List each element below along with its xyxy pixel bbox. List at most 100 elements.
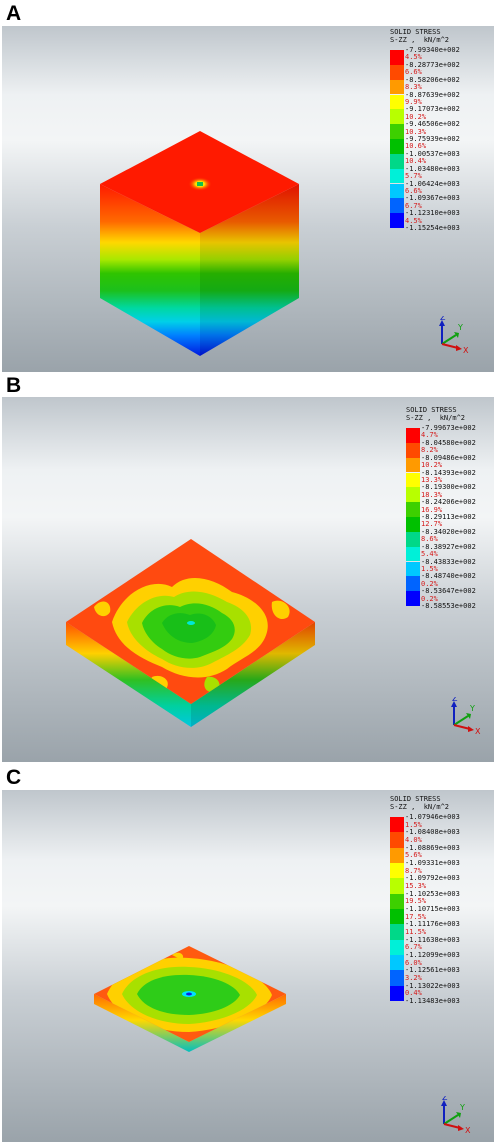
legend-tick-label: -1.08408e+003 <box>405 828 460 837</box>
legend-b: SOLID STRESS S-ZZ , kN/m^2 4.7% 8.2% 10.2%… <box>406 406 494 610</box>
legend-title: SOLID STRESS <box>390 28 441 36</box>
legend-percent: 5.6% <box>405 851 422 860</box>
legend-tick-label: -1.00537e+003 <box>405 149 460 158</box>
legend-percent: 1.5% <box>405 820 422 829</box>
legend-tick-label: -1.07946e+003 <box>405 813 460 821</box>
legend-tick-label: -1.12099e+003 <box>405 951 460 959</box>
legend-swatch <box>390 64 404 80</box>
legend-tick-label: -1.10253e+003 <box>405 889 460 898</box>
legend-tick-label: -8.87639e+002 <box>405 90 460 99</box>
legend-tick-label: -1.15254e+003 <box>405 224 460 232</box>
axis-z-label: Z <box>440 316 446 322</box>
axis-triad-a: Z Y X <box>439 316 469 355</box>
legend-percent: 0.2% <box>421 594 438 603</box>
legend-swatch <box>390 909 404 925</box>
legend-percent: 6.7% <box>405 201 422 210</box>
legend-swatch <box>390 213 404 228</box>
legend-tick-label: -1.09367e+003 <box>405 194 460 203</box>
legend-swatch <box>406 502 420 517</box>
legend-percent: 3.2% <box>405 974 422 982</box>
legend-swatch <box>390 924 404 940</box>
legend-tick-label: -1.13022e+003 <box>405 981 460 990</box>
legend-tick-label: -8.34020e+002 <box>421 527 476 536</box>
legend-tick-label: -1.13483e+003 <box>405 997 460 1005</box>
legend-percent: 1.5% <box>421 564 438 573</box>
legend-units: S-ZZ , kN/m^2 <box>390 36 450 44</box>
cube-right-face <box>200 184 299 356</box>
legend-swatch <box>390 79 404 95</box>
axis-x-label: X <box>463 346 469 355</box>
legend-percent: 18.3% <box>421 490 443 499</box>
legend-tick-label: -8.24206e+002 <box>421 498 476 507</box>
legend-swatch <box>390 817 404 833</box>
legend-percent: 9.9% <box>405 97 422 106</box>
legend-tick-label: -8.04580e+002 <box>421 438 476 447</box>
legend-swatch <box>406 442 420 458</box>
legend-scale: 4.5% 6.6% 8.3% 9.9% 10.2% 10.3% 10.6% 10.4% 5.7%… <box>390 46 494 232</box>
legend-swatch <box>390 153 404 169</box>
panel-a: SOLID STRESS S-ZZ , kN/m^2 4.5% 6.6% 8.3% 9… <box>2 26 494 372</box>
legend-tick-label: -8.53647e+002 <box>421 587 476 596</box>
legend-swatch <box>390 50 404 65</box>
legend-tick-label: -1.06424e+003 <box>405 179 460 188</box>
legend-percent: 4.5% <box>405 216 422 225</box>
legend-tick-label: -1.10715e+003 <box>405 905 460 913</box>
legend-percent: 4.5% <box>405 53 422 62</box>
legend-swatch <box>406 517 420 532</box>
legend-tick-label: -1.09792e+003 <box>405 874 460 883</box>
legend-tick-label: -1.03480e+003 <box>405 164 460 173</box>
model-viewport-c <box>94 946 286 1052</box>
legend-swatch <box>390 198 404 214</box>
axis-triad-b: Z Y X <box>451 697 481 736</box>
legend-tick-label: -1.09331e+003 <box>405 859 460 867</box>
legend-tick-label: -8.43833e+002 <box>421 557 476 566</box>
legend-swatch <box>390 939 404 955</box>
legend-percent: 15.3% <box>405 882 427 890</box>
slab-left-side <box>94 994 189 1052</box>
legend-tick-label: -1.11638e+003 <box>405 935 460 944</box>
model-viewport-b <box>66 539 315 727</box>
axis-y-label: Y <box>469 704 475 713</box>
legend-tick-label: -7.99340e+002 <box>405 46 460 54</box>
panel-b: SOLID STRESS S-ZZ , kN/m^2 4.7% 8.2% 10.2%… <box>2 397 494 762</box>
legend-swatch <box>390 893 404 909</box>
axis-y-label: Y <box>457 323 463 332</box>
legend-swatch <box>390 878 404 894</box>
axis-x-label: X <box>465 1126 471 1135</box>
legend-swatch <box>390 955 404 971</box>
legend-percent: 0.2% <box>421 579 438 588</box>
legend-swatch <box>406 561 420 577</box>
legend-swatch <box>406 487 420 503</box>
axis-x-label: X <box>475 727 481 736</box>
legend-swatch <box>406 472 420 488</box>
legend-tick-label: -8.29113e+002 <box>421 513 476 521</box>
panel-label-b: B <box>6 374 22 397</box>
legend-percent: 8.6% <box>421 535 438 544</box>
legend-tick-label: -8.58206e+002 <box>405 75 460 84</box>
legend-tick-label: -9.17073e+002 <box>405 105 460 114</box>
legend-tick-label: -1.12561e+003 <box>405 966 460 975</box>
legend-swatch <box>390 832 404 848</box>
axis-triad-c: Z Y X <box>441 1096 471 1135</box>
legend-swatch <box>390 183 404 199</box>
legend-percent: 10.3% <box>405 127 427 136</box>
legend-a: SOLID STRESS S-ZZ , kN/m^2 4.5% 6.6% 8.3% 9… <box>390 28 494 232</box>
legend-percent: 16.9% <box>421 505 443 514</box>
legend-percent: 5.7% <box>405 172 422 181</box>
legend-swatch <box>406 531 420 547</box>
legend-swatch <box>390 139 404 154</box>
panel-label-a: A <box>6 2 22 25</box>
legend-swatch <box>390 985 404 1001</box>
axis-z-label: Z <box>442 1096 448 1102</box>
legend-tick-label: -8.19300e+002 <box>421 483 476 492</box>
legend-swatch <box>390 109 404 125</box>
legend-tick-label: -8.58553e+002 <box>421 602 476 610</box>
legend-tick-label: -8.14393e+002 <box>421 468 476 477</box>
legend-percent: 10.2% <box>421 461 443 470</box>
slab-right-side <box>191 622 315 727</box>
legend-c: SOLID STRESS S-ZZ , kN/m^2 1.5% 4.0% 5.6% 8… <box>390 795 494 1005</box>
cube-left-face <box>100 184 200 356</box>
legend-swatch <box>406 546 420 562</box>
panel-label-c: C <box>6 766 22 789</box>
legend-percent: 17.5% <box>405 912 427 921</box>
